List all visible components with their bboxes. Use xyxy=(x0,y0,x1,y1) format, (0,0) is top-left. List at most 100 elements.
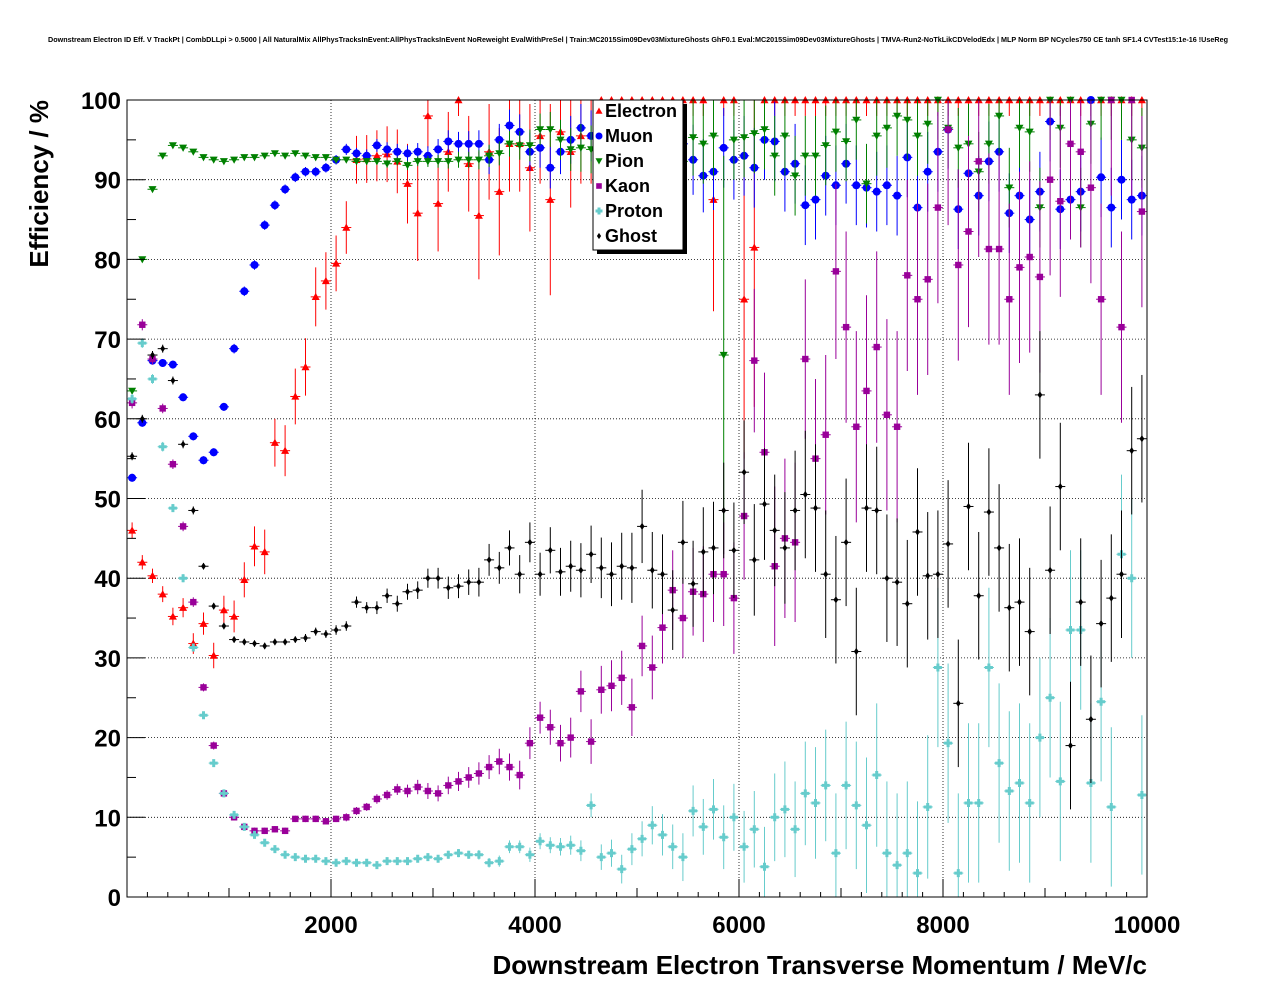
data-point-electron xyxy=(403,179,412,187)
data-point-kaon xyxy=(1097,296,1105,303)
data-point-ghost xyxy=(201,562,206,570)
data-point-kaon xyxy=(373,795,381,803)
data-point-proton xyxy=(923,802,932,811)
data-point-electron xyxy=(209,651,218,659)
data-point-pion xyxy=(984,140,993,148)
data-point-electron xyxy=(740,295,749,303)
data-point-pion xyxy=(495,150,504,158)
data-point-electron xyxy=(138,558,147,566)
data-point-proton xyxy=(260,838,269,847)
data-point-proton xyxy=(464,850,473,859)
data-point-electron xyxy=(250,542,259,550)
data-point-muon xyxy=(403,149,412,158)
data-point-muon xyxy=(128,473,137,482)
data-point-pion xyxy=(281,152,290,160)
data-point-kaon xyxy=(985,245,993,253)
data-point-proton xyxy=(1107,802,1116,811)
data-point-electron xyxy=(240,575,249,583)
data-point-muon xyxy=(352,149,361,158)
data-point-proton xyxy=(729,813,738,822)
data-point-pion xyxy=(913,132,922,140)
data-point-pion xyxy=(199,154,208,162)
data-point-pion xyxy=(128,387,137,395)
data-point-ghost xyxy=(272,638,278,646)
data-point-muon xyxy=(342,145,351,154)
data-point-kaon xyxy=(506,763,513,771)
data-point-proton xyxy=(770,813,779,822)
data-point-ghost xyxy=(527,538,533,546)
data-point-proton xyxy=(240,822,249,831)
data-point-kaon xyxy=(802,355,809,363)
data-point-kaon xyxy=(863,387,870,395)
data-point-proton xyxy=(515,842,524,851)
data-point-pion xyxy=(209,156,218,164)
data-point-kaon xyxy=(832,268,840,275)
data-point-proton xyxy=(230,810,239,819)
data-point-ghost xyxy=(466,578,472,586)
data-point-proton xyxy=(862,821,871,830)
data-point-proton xyxy=(627,845,636,854)
data-point-ghost xyxy=(772,526,778,534)
data-point-proton xyxy=(617,865,626,874)
data-point-ghost xyxy=(405,588,410,596)
data-point-pion xyxy=(954,144,963,152)
data-point-pion xyxy=(750,130,759,138)
data-point-ghost xyxy=(507,544,512,552)
y-tick-label: 60 xyxy=(94,407,121,434)
y-tick-label: 30 xyxy=(94,646,121,673)
data-point-kaon xyxy=(618,674,625,682)
data-point-kaon xyxy=(526,739,534,747)
data-point-ghost xyxy=(445,584,451,592)
data-point-proton xyxy=(689,806,698,815)
data-point-pion xyxy=(168,142,177,150)
data-point-electron xyxy=(179,603,188,611)
legend-box xyxy=(592,99,684,251)
data-point-ghost xyxy=(1098,620,1104,628)
legend-marker-pion xyxy=(595,158,603,165)
data-point-proton xyxy=(576,846,585,855)
data-point-kaon xyxy=(995,245,1003,253)
data-point-proton xyxy=(362,858,371,867)
data-point-pion xyxy=(464,156,473,164)
data-point-pion xyxy=(240,154,249,162)
data-point-pion xyxy=(444,158,453,166)
data-point-muon xyxy=(168,360,177,369)
y-tick-label: 20 xyxy=(94,726,121,753)
data-point-ghost xyxy=(741,468,747,476)
data-point-kaon xyxy=(404,787,411,795)
data-point-muon xyxy=(495,135,504,144)
data-point-kaon xyxy=(414,783,421,791)
data-point-electron xyxy=(495,187,504,195)
data-point-kaon xyxy=(332,815,340,823)
data-point-proton xyxy=(893,861,902,870)
x-tick-label: 2000 xyxy=(304,912,357,939)
data-point-pion xyxy=(362,158,371,166)
data-point-pion xyxy=(321,154,330,162)
data-point-kaon xyxy=(1087,184,1095,191)
data-point-proton xyxy=(270,845,279,854)
data-point-kaon xyxy=(893,423,901,430)
data-point-kaon xyxy=(873,343,880,351)
data-point-ghost xyxy=(537,570,543,578)
data-point-pion xyxy=(352,158,361,166)
data-point-ghost xyxy=(1139,435,1145,443)
data-point-muon xyxy=(393,147,402,156)
data-point-proton xyxy=(209,759,218,768)
data-point-ghost xyxy=(241,638,247,646)
data-point-muon xyxy=(882,181,891,190)
data-point-muon xyxy=(474,139,483,148)
data-point-proton xyxy=(1137,790,1146,799)
data-point-ghost xyxy=(782,544,788,552)
data-point-pion xyxy=(311,154,320,162)
data-point-muon xyxy=(199,456,208,465)
data-point-kaon xyxy=(210,742,217,749)
data-point-pion xyxy=(903,116,912,124)
data-point-pion xyxy=(566,146,575,154)
data-point-proton xyxy=(352,858,361,867)
data-point-muon xyxy=(209,448,218,457)
data-point-proton xyxy=(474,850,483,859)
data-point-ghost xyxy=(425,574,431,582)
data-point-kaon xyxy=(628,704,636,711)
data-point-ghost xyxy=(843,538,849,546)
data-point-ghost xyxy=(568,562,574,570)
